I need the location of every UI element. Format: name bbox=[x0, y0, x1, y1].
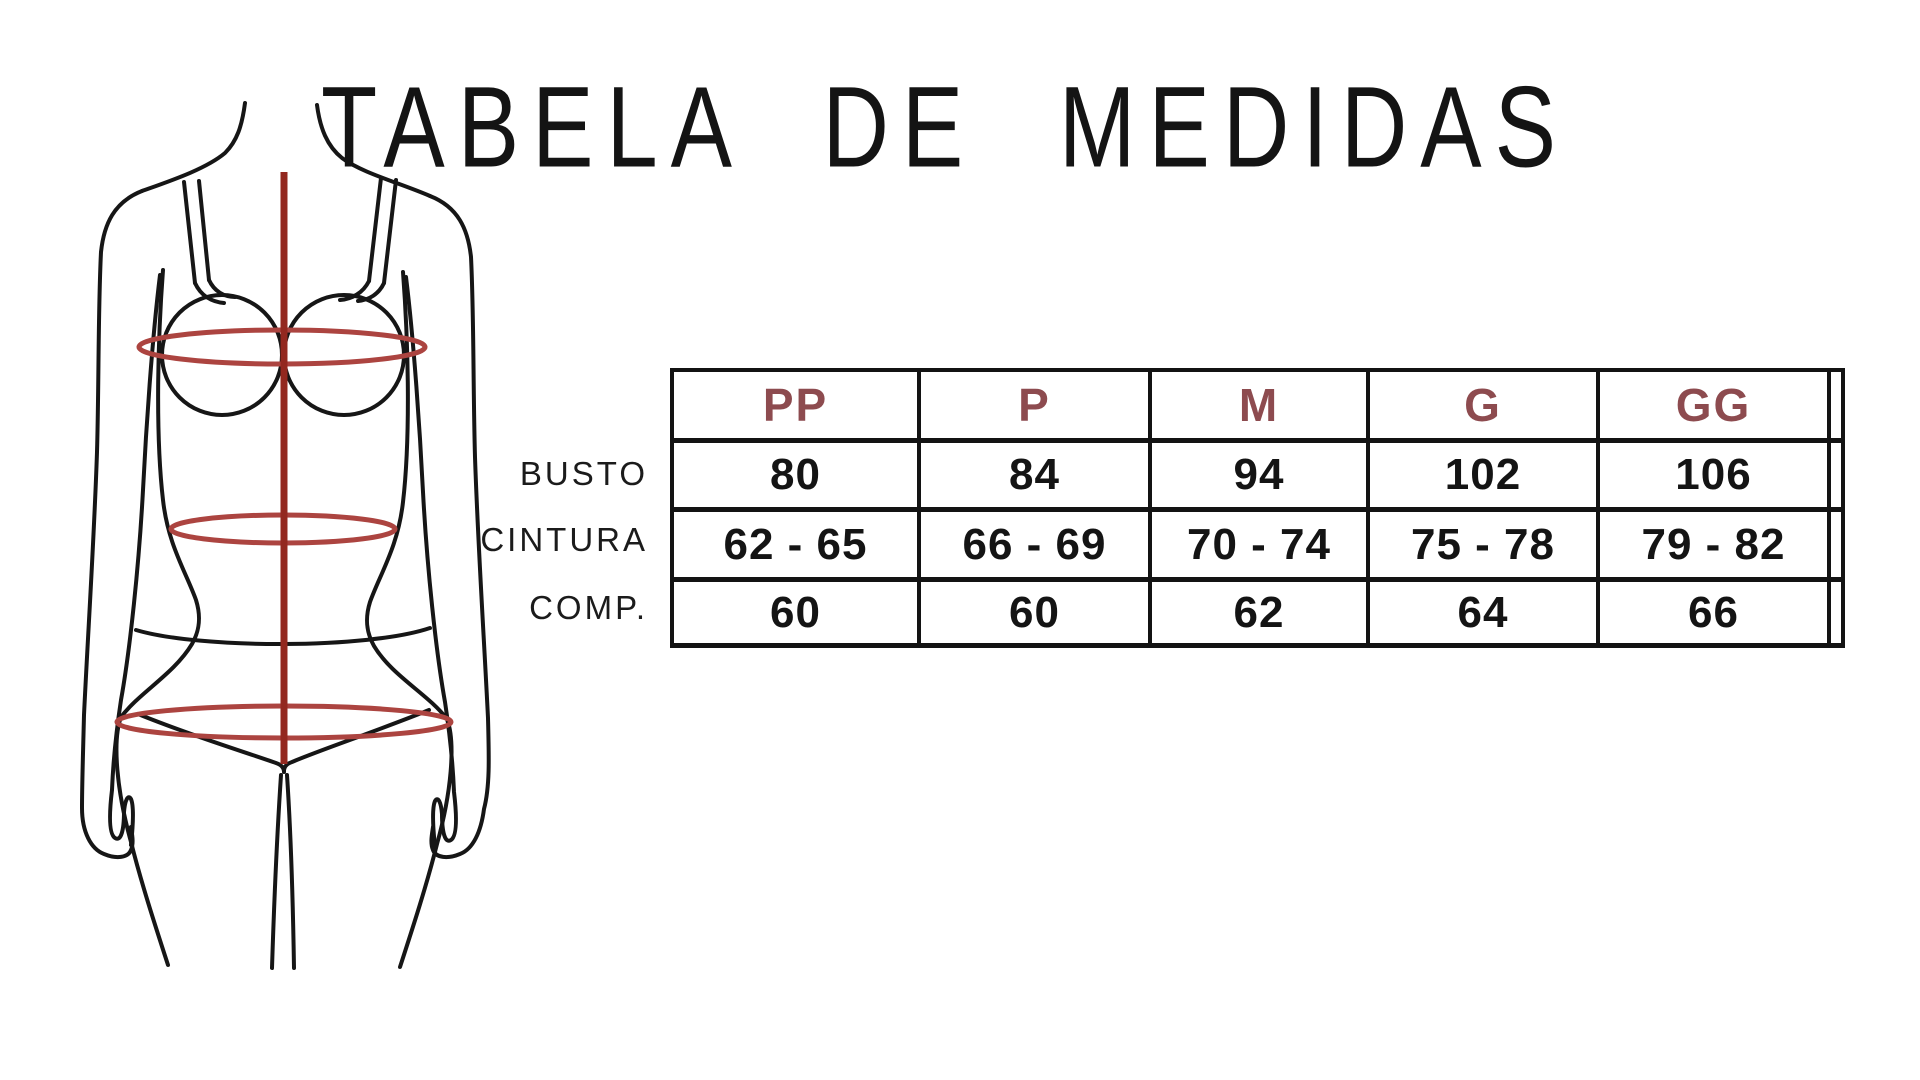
size-header-m: M bbox=[1152, 372, 1370, 443]
size-table-header-row: PP P M G GG bbox=[674, 372, 1841, 443]
cintura-p: 66 - 69 bbox=[921, 512, 1152, 582]
table-row-busto: 80 84 94 102 106 bbox=[674, 443, 1841, 512]
row-label-busto: BUSTO bbox=[519, 455, 648, 492]
size-header-spacer bbox=[1831, 372, 1841, 443]
arm-inner-right bbox=[404, 275, 458, 849]
neck-left-line bbox=[140, 101, 247, 193]
cintura-g: 75 - 78 bbox=[1370, 512, 1600, 582]
arm-outer-right bbox=[428, 194, 491, 860]
size-header-pp: PP bbox=[674, 372, 921, 443]
bra-strap-right-outer bbox=[382, 178, 398, 285]
panty-leg-left bbox=[136, 712, 286, 774]
bra-strap-left-outer bbox=[182, 180, 197, 285]
cintura-m: 70 - 74 bbox=[1152, 512, 1370, 582]
size-table: PP P M G GG 80 84 94 102 106 62 - 65 66 … bbox=[670, 368, 1845, 648]
cintura-gg: 79 - 82 bbox=[1600, 512, 1831, 582]
comp-spacer bbox=[1831, 582, 1841, 643]
size-header-gg: GG bbox=[1600, 372, 1831, 443]
bra-cup-right bbox=[282, 293, 406, 417]
leg-inner-left bbox=[270, 773, 283, 970]
cintura-spacer bbox=[1831, 512, 1841, 582]
comp-gg: 66 bbox=[1600, 582, 1831, 643]
page-title: TABELA DE MEDIDAS bbox=[320, 63, 1569, 192]
busto-spacer bbox=[1831, 443, 1841, 512]
comp-p: 60 bbox=[921, 582, 1152, 643]
arm-outer-left bbox=[80, 189, 144, 860]
comp-m: 62 bbox=[1152, 582, 1370, 643]
busto-p: 84 bbox=[921, 443, 1152, 512]
bra-strap-left-inner bbox=[197, 179, 211, 282]
busto-m: 94 bbox=[1152, 443, 1370, 512]
size-header-p: P bbox=[921, 372, 1152, 443]
bra-cup-left bbox=[160, 293, 284, 417]
table-row-comp: 60 60 62 64 66 bbox=[674, 582, 1841, 643]
busto-gg: 106 bbox=[1600, 443, 1831, 512]
comp-pp: 60 bbox=[674, 582, 921, 643]
row-label-cintura: CINTURA bbox=[480, 521, 648, 558]
busto-pp: 80 bbox=[674, 443, 921, 512]
busto-g: 102 bbox=[1370, 443, 1600, 512]
neck-right-line bbox=[315, 103, 432, 198]
bra-strap-right-join-a bbox=[356, 281, 386, 303]
torso-side-right bbox=[364, 270, 454, 969]
bra-strap-right-inner bbox=[367, 176, 383, 283]
body-figure-illustration bbox=[80, 101, 491, 970]
panty-leg-right bbox=[282, 708, 431, 773]
leg-inner-right bbox=[285, 773, 296, 970]
arm-inner-left bbox=[108, 273, 162, 847]
table-row-cintura: 62 - 65 66 - 69 70 - 74 75 - 78 79 - 82 bbox=[674, 512, 1841, 582]
row-label-comp: COMP. bbox=[529, 589, 648, 626]
cintura-pp: 62 - 65 bbox=[674, 512, 921, 582]
comp-g: 64 bbox=[1370, 582, 1600, 643]
size-header-g: G bbox=[1370, 372, 1600, 443]
